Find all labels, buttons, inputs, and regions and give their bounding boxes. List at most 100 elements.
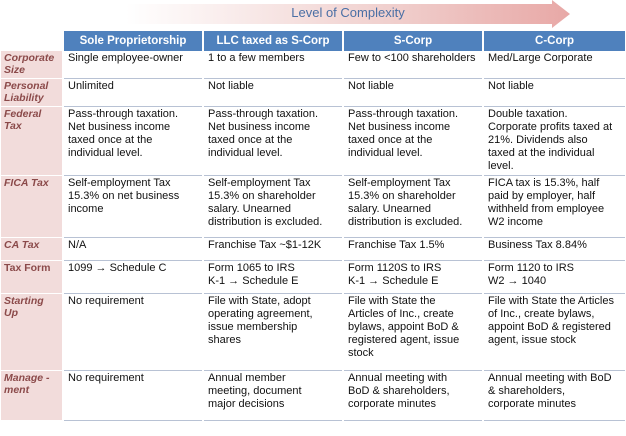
cell-text-line: Self-employment Tax bbox=[208, 177, 311, 189]
cell-text-line: Franchise Tax 1.5% bbox=[348, 239, 445, 251]
table-cell: Franchise Tax 1.5% bbox=[342, 237, 483, 261]
header-row: Sole Proprietorship LLC taxed as S-Corp … bbox=[1, 31, 625, 51]
cell-text-line: major decisions bbox=[208, 398, 285, 410]
cell-text-line: Pass-through taxation. bbox=[208, 108, 319, 120]
column-header-sole-proprietorship: Sole Proprietorship bbox=[62, 31, 203, 51]
row-label: Starting Up bbox=[1, 293, 63, 371]
table-cell: No requirement bbox=[62, 370, 203, 421]
complexity-arrow: Level of Complexity bbox=[126, 0, 570, 30]
cell-text-line: corporate minutes bbox=[488, 398, 577, 410]
table-cell: No requirement bbox=[62, 293, 203, 371]
row-label: FICA Tax bbox=[1, 175, 63, 238]
table-row: Manage -ment No requirement Annual member m… bbox=[1, 370, 625, 421]
table-cell: Form 1120S to IRS K-1 → Schedule E bbox=[342, 260, 483, 294]
cell-text-line: Articles of Inc., create bbox=[348, 308, 454, 320]
table-body: Corporate Size Single employee-owner 1 to … bbox=[1, 51, 625, 421]
table-cell: Self-employment Tax 15.3% on shareholder s… bbox=[202, 175, 343, 238]
cell-text-line: Annual meeting with bbox=[348, 372, 448, 384]
cell-text-line: taxed once at the bbox=[348, 134, 433, 146]
table-cell: Annual member meeting, document major deci… bbox=[202, 370, 343, 421]
row-label: Manage -ment bbox=[1, 370, 63, 421]
cell-text-line: No requirement bbox=[68, 295, 144, 307]
column-header-llc: LLC taxed as S-Corp bbox=[202, 31, 343, 51]
cell-text-line: & shareholders, bbox=[488, 385, 566, 397]
cell-text-line: of Inc., create bylaws, bbox=[488, 308, 595, 320]
table-row: Corporate Size Single employee-owner 1 to … bbox=[1, 51, 625, 79]
cell-text-line: individual level. bbox=[348, 147, 423, 159]
table-row: Tax Form 1099 → Schedule C Form 1065 to IR… bbox=[1, 260, 625, 294]
cell-text-line: Form 1065 to IRS bbox=[208, 262, 295, 274]
cell-text-line: operating agreement, bbox=[208, 308, 313, 320]
cell-text-line: Form 1120S to IRS bbox=[348, 262, 442, 274]
cell-text-line: 1099 → Schedule C bbox=[68, 262, 167, 274]
cell-text-line: appoint BoD & registered bbox=[488, 321, 611, 333]
table-cell: Single employee-owner bbox=[62, 51, 203, 79]
cell-text-line: Few to <100 shareholders bbox=[348, 52, 476, 64]
table-cell: Not liable bbox=[342, 78, 483, 107]
table-cell: Double taxation. Corporate profits taxed … bbox=[482, 106, 625, 176]
cell-text-line: salary. Unearned bbox=[208, 203, 291, 215]
cell-text-line: No requirement bbox=[68, 372, 144, 384]
cell-text-line: BoD & shareholders, bbox=[348, 385, 450, 397]
cell-text-line: Not liable bbox=[488, 80, 534, 92]
cell-text-line: distribution is excluded. bbox=[348, 216, 463, 228]
cell-text-line: taxed once at the bbox=[208, 134, 293, 146]
cell-text-line: Franchise Tax ~$1-12K bbox=[208, 239, 322, 251]
cell-text-line: Pass-through taxation. bbox=[348, 108, 459, 120]
cell-text-line: Unlimited bbox=[68, 80, 114, 92]
cell-text-line: Double taxation. bbox=[488, 108, 568, 120]
table-cell: 1 to a few members bbox=[202, 51, 343, 79]
cell-text-line: registered agent, issue bbox=[348, 334, 460, 346]
table-cell: FICA tax is 15.3%, half paid by employer,… bbox=[482, 175, 625, 238]
cell-text-line: Not liable bbox=[348, 80, 394, 92]
row-label: Federal Tax bbox=[1, 106, 63, 176]
cell-text-line: 15.3% on shareholder bbox=[208, 190, 316, 202]
cell-text-line: File with State, adopt bbox=[208, 295, 311, 307]
cell-text-line: withheld from employee bbox=[488, 203, 605, 215]
cell-text-line: FICA tax is 15.3%, half bbox=[488, 177, 600, 189]
row-label: Personal Liability bbox=[1, 78, 63, 107]
table-cell: Franchise Tax ~$1-12K bbox=[202, 237, 343, 261]
cell-text-line: issue membership bbox=[208, 321, 298, 333]
complexity-label: Level of Complexity bbox=[291, 5, 405, 20]
cell-text-line: taxed once at the bbox=[68, 134, 153, 146]
cell-text-line: Corporate profits taxed at bbox=[488, 121, 613, 133]
cell-text-line: Self-employment Tax bbox=[68, 177, 171, 189]
table-cell: N/A bbox=[62, 237, 203, 261]
cell-text-line: W2 income bbox=[488, 216, 544, 228]
cell-text-line: Med/Large Corporate bbox=[488, 52, 593, 64]
table-cell: Self-employment Tax 15.3% on net business… bbox=[62, 175, 203, 238]
column-header-s-corp: S-Corp bbox=[342, 31, 483, 51]
cell-text-line: bylaws, appoint BoD & bbox=[348, 321, 459, 333]
cell-text-line: corporate minutes bbox=[348, 398, 437, 410]
table-cell: Unlimited bbox=[62, 78, 203, 107]
cell-text-line: Form 1120 to IRS bbox=[488, 262, 574, 274]
cell-text-line: agent, issue stock bbox=[488, 334, 577, 346]
table-row: Personal Liability Unlimited Not liable Not… bbox=[1, 78, 625, 107]
table-cell: Self-employment Tax 15.3% on shareholder s… bbox=[342, 175, 483, 238]
table-cell: File with State the Articles of Inc., cre… bbox=[482, 293, 625, 371]
table-cell: Business Tax 8.84% bbox=[482, 237, 625, 261]
table-cell: Pass-through taxation. Net business incom… bbox=[62, 106, 203, 176]
table-cell: File with State, adopt operating agreemen… bbox=[202, 293, 343, 371]
cell-text-line: File with State the bbox=[348, 295, 436, 307]
table-cell: Few to <100 shareholders bbox=[342, 51, 483, 79]
row-label: CA Tax bbox=[1, 237, 63, 261]
cell-text-line: Single employee-owner bbox=[68, 52, 183, 64]
arrow-shape bbox=[126, 0, 570, 28]
cell-text-line: 21%. Dividends also bbox=[488, 134, 588, 146]
business-entity-comparison-table: Sole Proprietorship LLC taxed as S-Corp … bbox=[1, 31, 625, 421]
cell-text-line: 1 to a few members bbox=[208, 52, 305, 64]
cell-text-line: K-1 → Schedule E bbox=[208, 275, 299, 287]
row-label: Tax Form bbox=[1, 260, 63, 294]
table-cell: Annual meeting with BoD & shareholders, co… bbox=[482, 370, 625, 421]
table-cell: Form 1120 to IRS W2 → 1040 bbox=[482, 260, 625, 294]
cell-text-line: meeting, document bbox=[208, 385, 302, 397]
table-cell: Form 1065 to IRS K-1 → Schedule E bbox=[202, 260, 343, 294]
cell-text-line: Net business income bbox=[208, 121, 311, 133]
cell-text-line: Business Tax 8.84% bbox=[488, 239, 587, 251]
row-label: Corporate Size bbox=[1, 51, 63, 79]
cell-text-line: Annual meeting with BoD bbox=[488, 372, 612, 384]
cell-text-line: 15.3% on shareholder bbox=[348, 190, 456, 202]
table-cell: File with State the Articles of Inc., cre… bbox=[342, 293, 483, 371]
